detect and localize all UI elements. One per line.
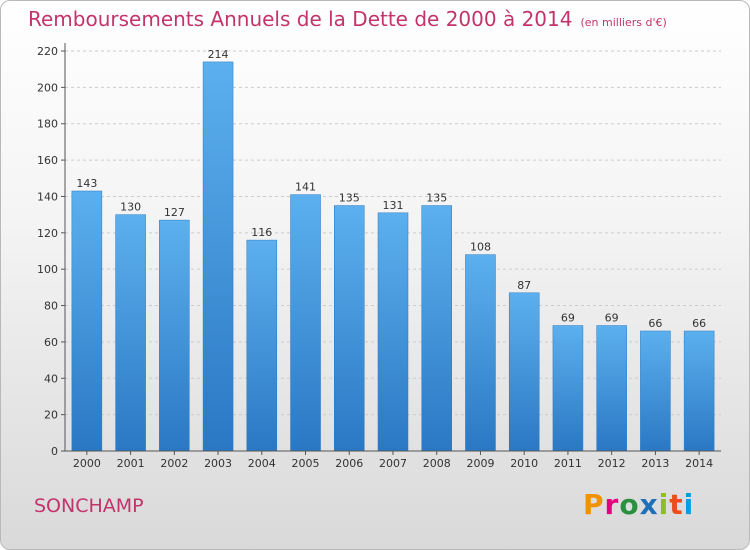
chart-title: Remboursements Annuels de la Dette de 20… — [28, 7, 667, 31]
logo-letter: i — [658, 488, 670, 521]
bar-2003 — [202, 61, 234, 452]
bar-2009 — [465, 254, 496, 452]
logo-letter: P — [583, 488, 605, 521]
bar-2000 — [71, 190, 103, 452]
bar-2001 — [115, 214, 146, 452]
y-tick-label: 60 — [44, 336, 58, 349]
x-tick-label: 2003 — [204, 457, 232, 470]
x-tick-label: 2011 — [554, 457, 582, 470]
bar-2004 — [246, 239, 278, 452]
value-label: 66 — [692, 317, 706, 330]
x-tick-label: 2005 — [292, 457, 320, 470]
y-tick-label: 0 — [51, 445, 58, 458]
y-tick-label: 140 — [37, 190, 58, 203]
y-tick-labels: 0 20 40 60 80 100 120 140 160 180 200 220 — [37, 45, 58, 458]
chart-title-text: Remboursements Annuels de la Dette de 20… — [28, 7, 573, 31]
proxiti-logo: Proxiti — [583, 488, 694, 521]
x-tick-label: 2008 — [423, 457, 451, 470]
x-tick-label: 2000 — [73, 457, 101, 470]
axes — [64, 43, 721, 455]
y-tick-label: 80 — [44, 300, 58, 313]
value-label: 108 — [470, 241, 491, 254]
bar-2014 — [683, 330, 715, 452]
logo-letter: o — [619, 488, 640, 521]
x-tick-label: 2006 — [335, 457, 363, 470]
bar-2010 — [508, 292, 540, 452]
logo-letter: x — [639, 488, 659, 521]
x-tick-label: 2010 — [510, 457, 538, 470]
value-label: 127 — [164, 206, 185, 219]
bar-2005 — [290, 194, 321, 452]
y-tick-label: 100 — [37, 263, 58, 276]
value-label: 130 — [120, 201, 141, 214]
y-tick-label: 200 — [37, 81, 58, 94]
value-label: 69 — [605, 312, 619, 325]
x-tick-label: 2004 — [248, 457, 276, 470]
value-label: 131 — [383, 199, 404, 212]
x-tick-label: 2013 — [641, 457, 669, 470]
y-tick-label: 160 — [37, 154, 58, 167]
value-labels: 143 130 127 214 116 141 135 131 135 108 87 69 69 66 66 — [76, 48, 706, 330]
y-tick-label: 180 — [37, 118, 58, 131]
bar-2013 — [640, 330, 671, 452]
value-label: 135 — [426, 192, 447, 205]
y-tick-label: 220 — [37, 45, 58, 58]
bars — [71, 61, 715, 452]
bar-2007 — [377, 212, 409, 452]
value-label: 116 — [251, 226, 272, 239]
y-tick-label: 20 — [44, 409, 58, 422]
place-name: SONCHAMP — [34, 495, 144, 517]
bar-2006 — [334, 205, 365, 452]
x-tick-label: 2001 — [117, 457, 145, 470]
value-label: 135 — [339, 192, 360, 205]
logo-letter: i — [683, 488, 695, 521]
x-tick-label: 2014 — [685, 457, 713, 470]
y-tick-label: 40 — [44, 372, 58, 385]
bar-2011 — [552, 325, 584, 452]
value-label: 214 — [208, 48, 229, 61]
chart-subtitle: (en milliers d'€) — [580, 16, 667, 29]
logo-letter: r — [604, 488, 620, 521]
x-tick-label: 2002 — [160, 457, 188, 470]
x-tick-label: 2007 — [379, 457, 407, 470]
x-tick-label: 2012 — [598, 457, 626, 470]
value-label: 69 — [561, 312, 575, 325]
value-label: 141 — [295, 181, 316, 194]
y-tick-label: 120 — [37, 227, 58, 240]
x-tick-labels: 2000 2001 2002 2003 2004 2005 2006 2007 2008 2009… — [73, 457, 713, 470]
bar-2008 — [421, 205, 452, 452]
bar-2012 — [596, 325, 627, 452]
value-label: 143 — [76, 177, 97, 190]
x-tick-label: 2009 — [466, 457, 494, 470]
value-label: 66 — [648, 317, 662, 330]
value-label: 87 — [517, 279, 531, 292]
bar-2002 — [159, 219, 190, 452]
logo-letter: t — [669, 488, 684, 521]
